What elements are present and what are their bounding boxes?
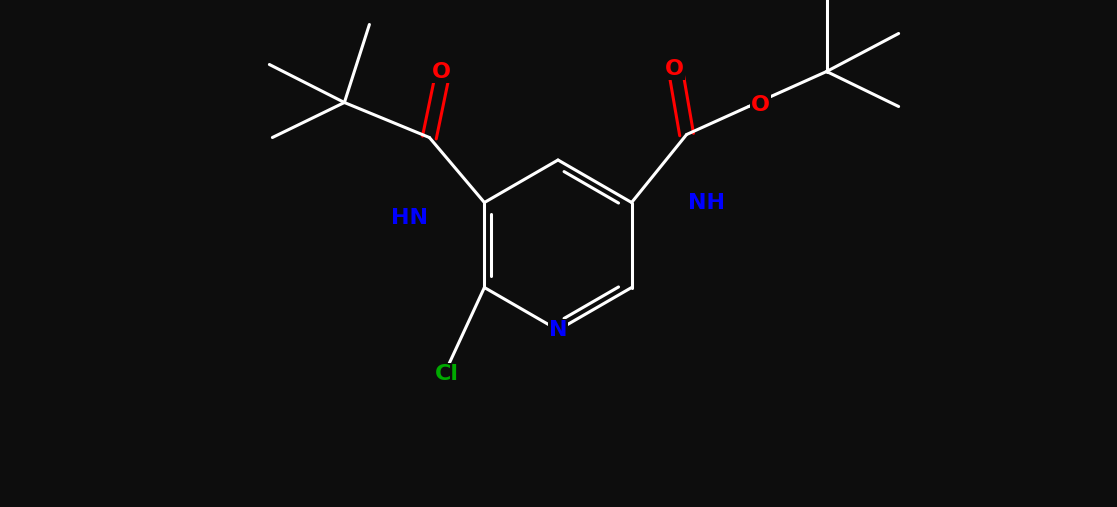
Text: HN: HN [391,207,428,228]
Text: Cl: Cl [435,365,458,384]
Text: O: O [432,61,451,82]
Text: NH: NH [688,193,725,212]
Text: O: O [751,94,770,115]
Text: N: N [548,320,567,340]
Text: O: O [665,58,684,79]
